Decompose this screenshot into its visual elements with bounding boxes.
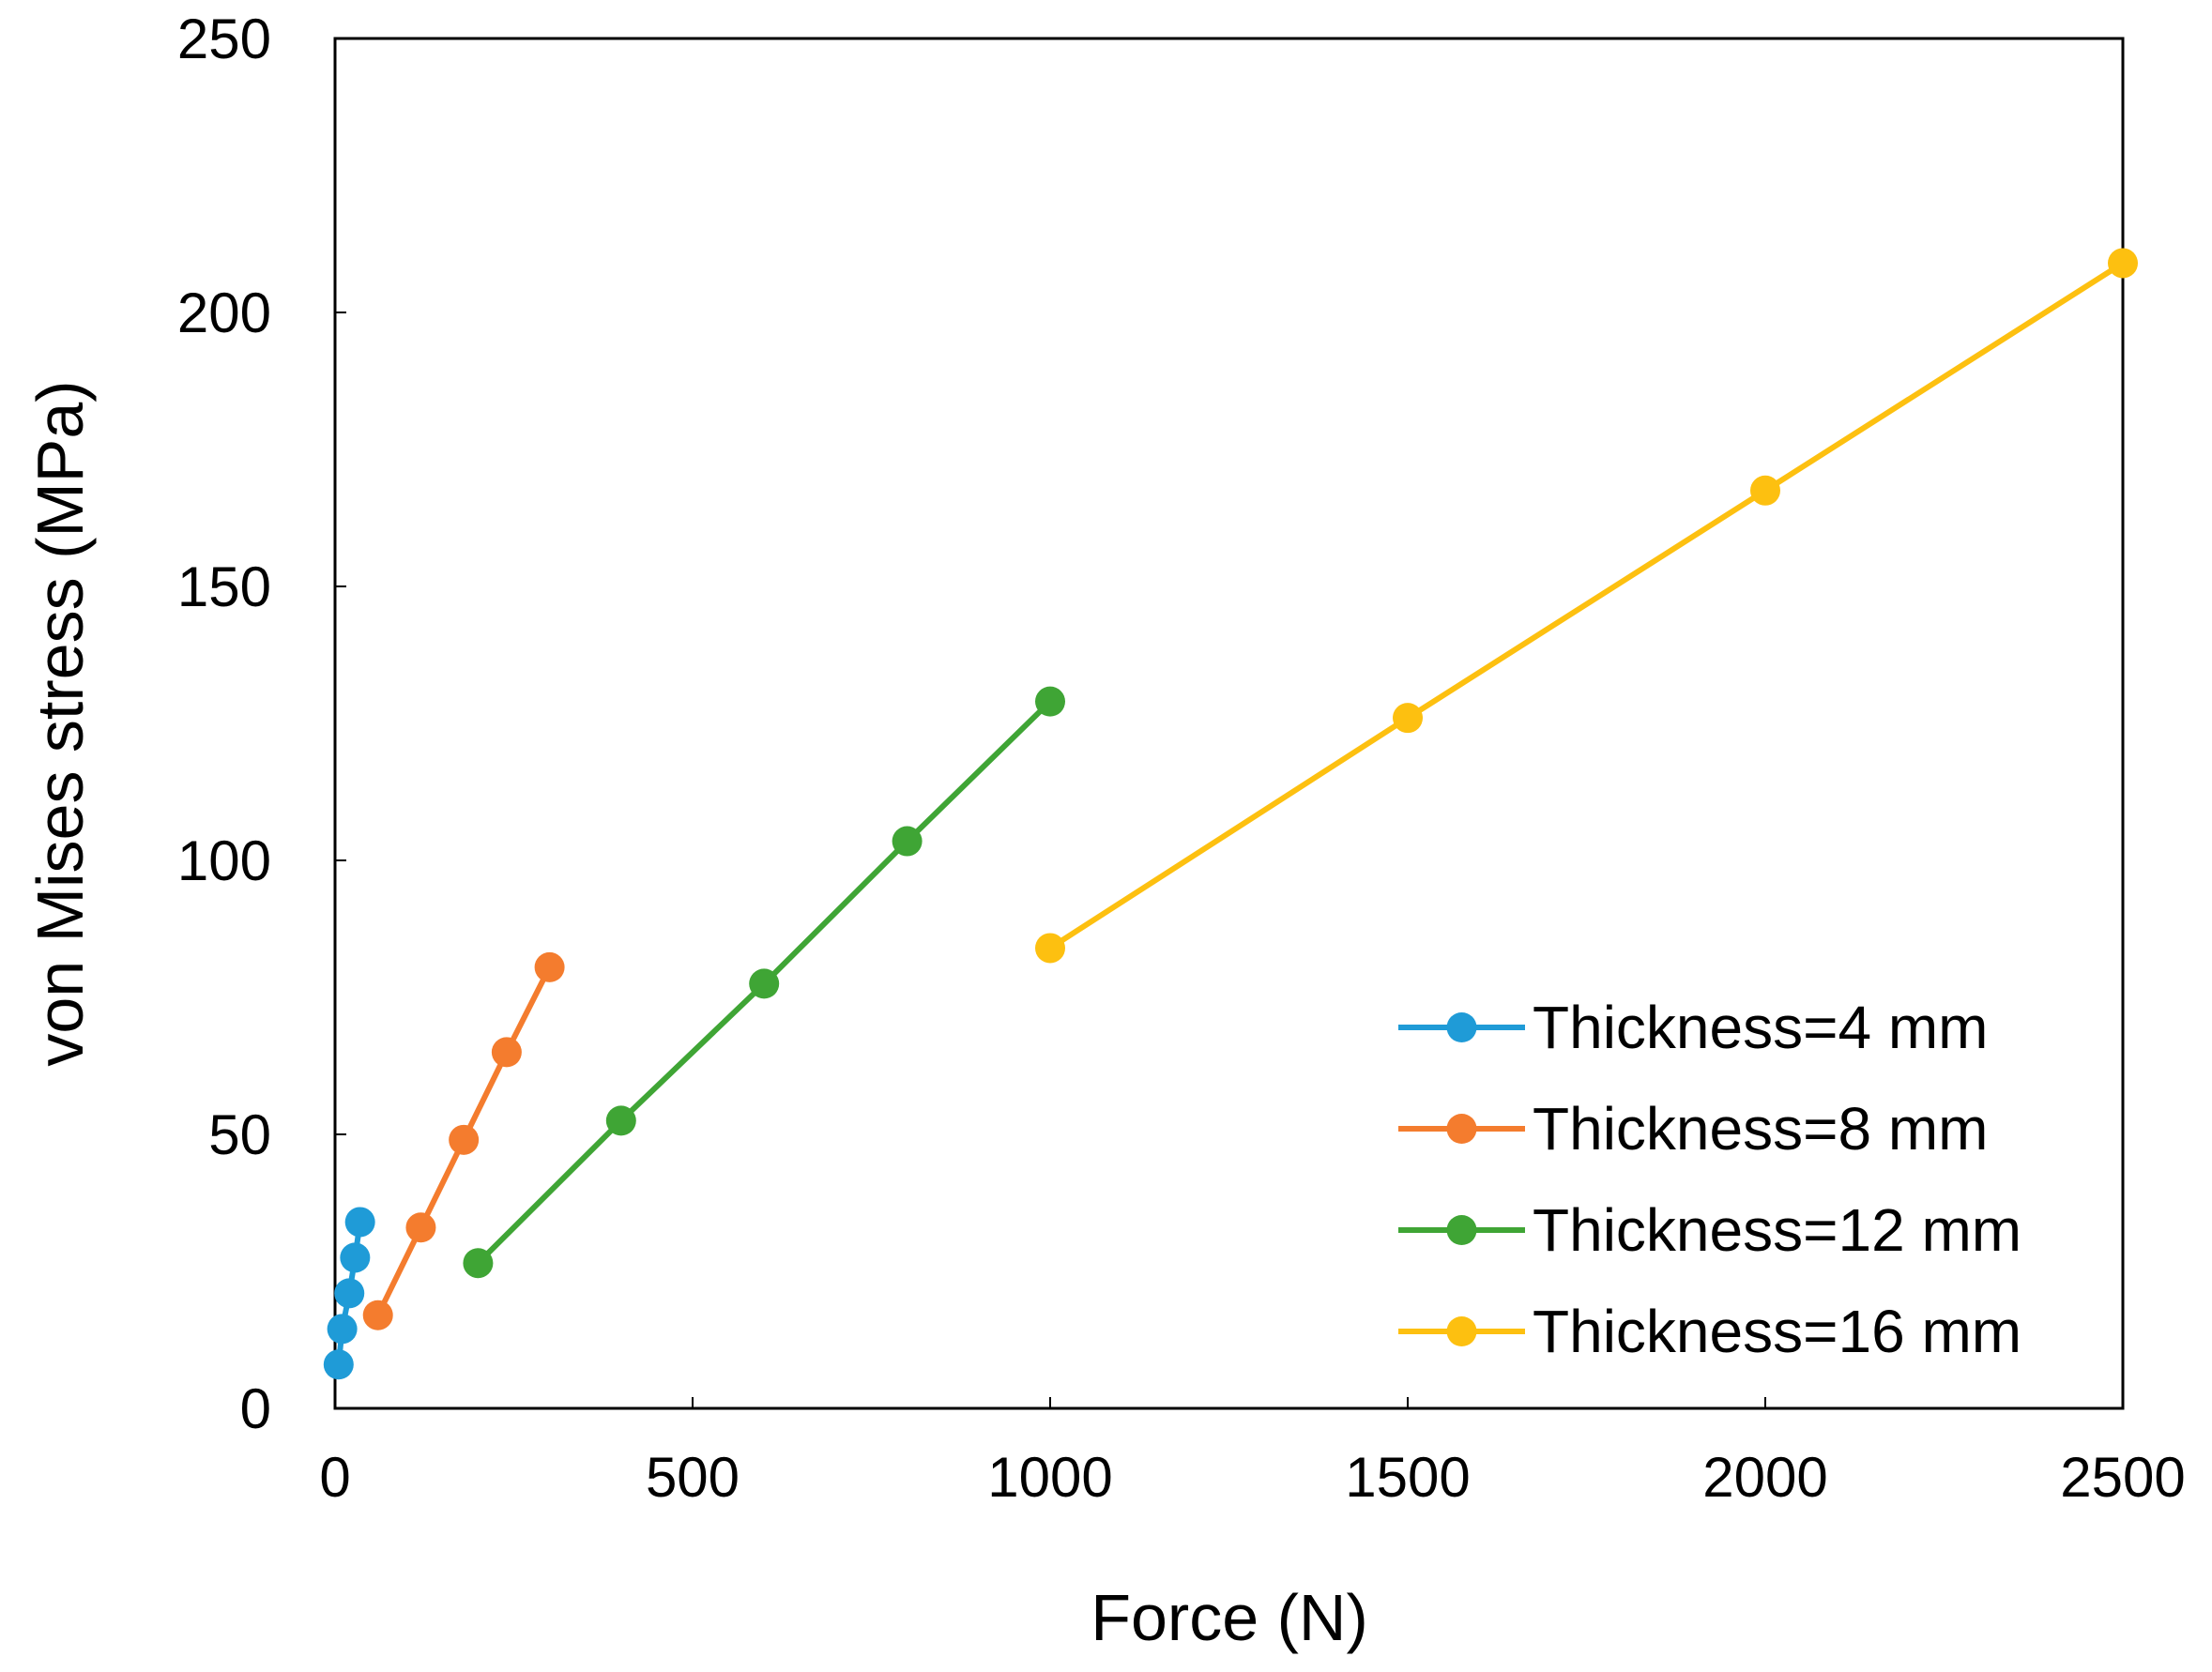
legend-swatch-marker xyxy=(1446,1012,1477,1042)
data-point xyxy=(1393,703,1423,734)
data-point xyxy=(491,1037,522,1068)
y-tick-label: 200 xyxy=(177,281,271,344)
data-point xyxy=(463,1248,494,1279)
x-tick-label: 500 xyxy=(646,1446,740,1509)
x-tick-label: 2500 xyxy=(2060,1446,2185,1509)
data-point xyxy=(362,1300,393,1330)
y-tick-label: 50 xyxy=(208,1103,271,1166)
legend-item: Thickness=12 mm xyxy=(1398,1196,2021,1264)
legend: Thickness=4 mm Thickness=8 mm Thickness=12… xyxy=(1398,994,2021,1365)
y-tick-label: 100 xyxy=(177,829,271,892)
data-point xyxy=(327,1314,358,1345)
data-point xyxy=(449,1124,480,1155)
legend-swatch-marker xyxy=(1446,1215,1477,1245)
y-tick-label: 150 xyxy=(177,555,271,618)
data-point xyxy=(749,968,780,999)
data-point xyxy=(605,1105,636,1136)
legend-label: Thickness=12 mm xyxy=(1533,1196,2021,1264)
legend-item: Thickness=4 mm xyxy=(1398,994,1988,1061)
y-tick-label: 0 xyxy=(240,1377,271,1440)
data-point xyxy=(344,1207,375,1238)
legend-item: Thickness=8 mm xyxy=(1398,1095,1988,1163)
legend-swatch-marker xyxy=(1446,1114,1477,1144)
series-layer xyxy=(323,248,2138,1380)
legend-label: Thickness=16 mm xyxy=(1533,1298,2021,1365)
legend-label: Thickness=4 mm xyxy=(1533,994,1988,1061)
series-4 xyxy=(1035,248,2138,964)
legend-label: Thickness=8 mm xyxy=(1533,1095,1988,1163)
legend-item: Thickness=16 mm xyxy=(1398,1298,2021,1365)
data-point xyxy=(1750,475,1780,506)
x-axis-title: Force (N) xyxy=(1091,1581,1368,1654)
x-tick-label: 1000 xyxy=(987,1446,1112,1509)
data-point xyxy=(534,951,565,982)
x-axis-ticks: 0 500 1000 1500 2000 2500 xyxy=(319,1397,2186,1509)
legend-swatch-marker xyxy=(1446,1316,1477,1346)
series-3 xyxy=(463,686,1065,1279)
y-axis-ticks: 0 50 100 150 200 250 xyxy=(177,8,346,1440)
data-point xyxy=(334,1278,365,1309)
data-point xyxy=(1035,686,1065,717)
x-tick-label: 2000 xyxy=(1702,1446,1827,1509)
data-point xyxy=(405,1212,436,1243)
data-point xyxy=(340,1242,371,1273)
x-tick-label: 1500 xyxy=(1345,1446,1470,1509)
data-point xyxy=(2108,248,2138,279)
data-point xyxy=(1035,933,1065,964)
data-point xyxy=(323,1349,354,1380)
series-line xyxy=(1048,260,2125,950)
y-axis-title: von Mises stress (MPa) xyxy=(23,380,97,1066)
x-tick-label: 0 xyxy=(319,1446,350,1509)
data-point xyxy=(892,826,923,857)
series-1 xyxy=(323,1207,375,1380)
plot-area xyxy=(333,37,2125,1410)
y-tick-label: 250 xyxy=(177,8,271,70)
series-2 xyxy=(362,951,565,1330)
